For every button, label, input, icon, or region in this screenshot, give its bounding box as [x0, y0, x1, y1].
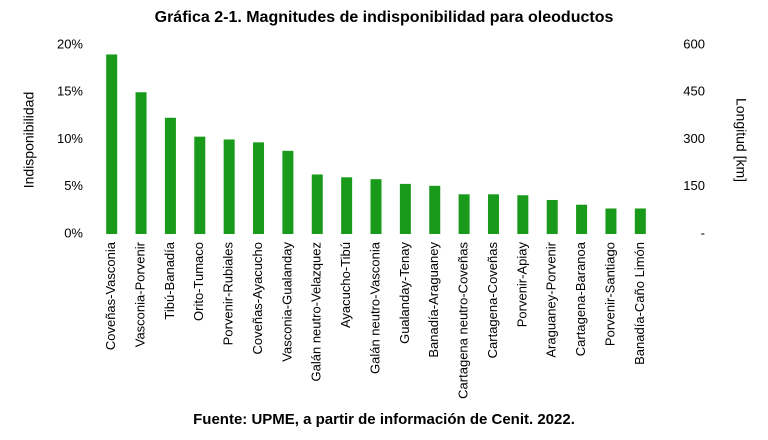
- x-tick-label: Orito-Tumaco: [191, 242, 206, 321]
- bar: [546, 199, 558, 234]
- bar: [253, 142, 265, 234]
- x-tick-label: Coveñas-Ayacucho: [250, 242, 265, 355]
- x-tick-label: Galán neutro-Vasconia: [367, 241, 382, 374]
- y-tick-label: 0%: [64, 225, 83, 240]
- bar: [576, 204, 588, 234]
- chart-title: Gráfica 2-1. Magnitudes de indisponibili…: [155, 9, 614, 26]
- x-tick-label: Coveñas-Vasconia: [103, 241, 118, 350]
- y2-axis-label: Longitud [km]: [733, 98, 749, 182]
- x-tick-label: Cartagena neutro-Coveñas: [456, 242, 471, 399]
- bar: [106, 54, 118, 235]
- bar: [341, 177, 353, 234]
- bar: [605, 208, 617, 234]
- y-tick-label: 5%: [64, 178, 83, 193]
- bar: [223, 139, 235, 234]
- x-tick-label: Vasconia-Gualanday: [279, 242, 294, 362]
- x-tick-label: Banadía-Caño Limón: [632, 242, 647, 365]
- y2-tick-label: 150: [683, 178, 705, 193]
- x-tick-label: Ayacucho-Tibú: [338, 242, 353, 328]
- bar: [370, 179, 382, 234]
- x-tick-label: Porvenir-Rubiales: [221, 242, 236, 346]
- y2-tick-label: 600: [683, 36, 705, 51]
- y-axis-label: Indisponibilidad: [21, 92, 37, 189]
- bar: [164, 117, 176, 234]
- bar: [487, 194, 499, 234]
- y2-tick-label: 450: [683, 84, 705, 99]
- bar: [429, 185, 441, 234]
- x-tick-label: Cartagena-Baranoa: [573, 241, 588, 356]
- x-tick-label: Araguaney-Porvenir: [544, 241, 559, 357]
- bar: [135, 92, 147, 234]
- bar: [282, 150, 294, 234]
- x-tick-label: Porvenir-Santiago: [602, 242, 617, 346]
- source-note: Fuente: UPME, a partir de información de…: [193, 411, 575, 428]
- x-tick-label: Tibú-Banadía: [162, 241, 177, 319]
- y-tick-label: 15%: [57, 84, 83, 99]
- y2-tick-label: -: [701, 225, 705, 240]
- y2-tick-label: 300: [683, 131, 705, 146]
- x-tick-label: Cartagena-Coveñas: [485, 242, 500, 359]
- bar: [458, 194, 470, 234]
- bar: [311, 174, 323, 234]
- bar: [517, 195, 529, 234]
- bar: [194, 136, 206, 234]
- bar: [399, 183, 411, 234]
- x-tick-label: Gualanday-Tenay: [397, 242, 412, 344]
- bar: [634, 208, 646, 234]
- x-tick-label: Banadía-Araguaney: [426, 242, 441, 358]
- y-tick-label: 10%: [57, 131, 83, 146]
- x-tick-label: Porvenir-Apiay: [514, 242, 529, 328]
- y-tick-label: 20%: [57, 36, 83, 51]
- x-tick-label: Vasconia-Porvenir: [132, 241, 147, 347]
- x-tick-label: Galán neutro-Velazquez: [309, 242, 324, 381]
